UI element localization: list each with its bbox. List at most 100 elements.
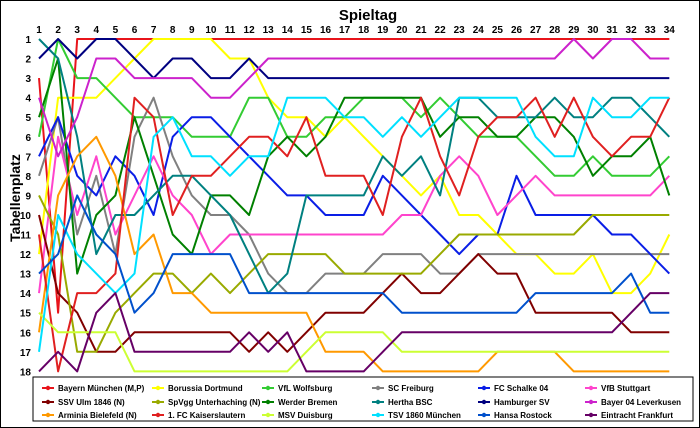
legend-label: Eintracht Frankfurt [601, 411, 673, 420]
y-tick-label: 13 [20, 270, 32, 281]
series-line [38, 38, 670, 80]
series-line [38, 38, 670, 158]
x-tick-label: 26 [511, 25, 523, 36]
x-tick-label: 31 [606, 25, 618, 36]
y-tick-label: 17 [20, 348, 32, 359]
x-tick-label: 11 [225, 25, 236, 36]
x-tick-label: 4 [94, 25, 100, 36]
x-tick-label: 34 [664, 25, 676, 36]
series-line [38, 135, 670, 373]
legend-marker [155, 385, 161, 391]
y-tick-label: 14 [20, 289, 32, 300]
legend-label: Borussia Dortmund [168, 384, 243, 393]
y-tick-label: 3 [25, 74, 31, 85]
legend-marker [481, 385, 487, 391]
x-tick-label: 14 [282, 25, 294, 36]
legend-label: SpVgg Unterhaching (N) [168, 398, 261, 407]
legend-marker [155, 412, 161, 418]
x-tick-label: 21 [415, 25, 427, 36]
legend-label: MSV Duisburg [278, 411, 333, 420]
legend-label: SSV Ulm 1846 (N) [58, 398, 125, 407]
y-tick-label: 16 [20, 328, 32, 339]
series-line [38, 292, 670, 373]
legend-label: 1. FC Kaiserslautern [168, 411, 245, 420]
series-line [38, 135, 671, 294]
y-axis-label: Tabellenplatz [7, 154, 23, 242]
legend-marker [265, 385, 271, 391]
legend-marker [588, 399, 594, 405]
y-tick-label: 6 [25, 133, 31, 144]
x-tick-label: 2 [55, 25, 61, 36]
y-tick-label: 2 [25, 55, 31, 66]
y-tick-label: 15 [20, 309, 32, 320]
legend-marker [265, 412, 271, 418]
x-tick-label: 9 [189, 25, 195, 36]
legend-marker [265, 399, 271, 405]
x-tick-label: 19 [377, 25, 389, 36]
y-tick-label: 1 [25, 35, 31, 46]
x-tick-label: 12 [244, 25, 256, 36]
x-tick-label: 23 [454, 25, 466, 36]
x-tick-label: 1 [36, 25, 42, 36]
y-tick-label: 18 [20, 367, 32, 378]
legend-label: Arminia Bielefeld (N) [58, 411, 137, 420]
series-line [38, 194, 670, 353]
legend-marker [375, 412, 381, 418]
x-tick-label: 5 [113, 25, 119, 36]
legend-marker [155, 399, 161, 405]
legend-marker [481, 399, 487, 405]
legend-marker [481, 412, 487, 418]
legend-label: SC Freiburg [388, 384, 434, 393]
series-line [38, 96, 671, 373]
legend-label: Hertha BSC [388, 398, 433, 407]
x-tick-label: 3 [74, 25, 80, 36]
x-tick-label: 22 [435, 25, 447, 36]
x-tick-label: 18 [358, 25, 370, 36]
legend-label: VfL Wolfsburg [278, 384, 332, 393]
x-tick-label: 33 [645, 25, 657, 36]
series-line [38, 96, 670, 352]
series-lines [38, 38, 671, 373]
y-tick-label: 12 [20, 250, 32, 261]
legend-marker [588, 385, 594, 391]
legend-label: Bayern München (M,P) [58, 384, 145, 393]
legend-marker [45, 385, 51, 391]
legend-label: Bayer 04 Leverkusen [601, 398, 681, 407]
x-tick-label: 7 [151, 25, 157, 36]
series-line [38, 38, 671, 295]
y-tick-label: 8 [25, 172, 31, 183]
x-tick-label: 28 [549, 25, 561, 36]
legend-marker [45, 412, 51, 418]
x-tick-label: 15 [301, 25, 313, 36]
y-tick-label: 11 [20, 231, 31, 242]
legend-marker [588, 412, 594, 418]
legend-label: Werder Bremen [278, 398, 338, 407]
legend-label: VfB Stuttgart [601, 384, 651, 393]
y-tick-label: 5 [25, 113, 31, 124]
legend-label: Hamburger SV [494, 398, 550, 407]
x-tick-label: 20 [396, 25, 408, 36]
x-tick-label: 25 [492, 25, 504, 36]
x-tick-label: 13 [263, 25, 275, 36]
legend-marker [375, 399, 381, 405]
chart-title: Spieltag [339, 7, 397, 24]
x-tick-label: 30 [587, 25, 599, 36]
series-line [38, 38, 670, 314]
y-tick-label: 7 [25, 152, 31, 163]
legend: Bayern München (M,P) Borussia Dortmund VfL… [32, 376, 694, 422]
x-tick-label: 27 [530, 25, 542, 36]
x-tick-label: 10 [205, 25, 217, 36]
legend-marker [375, 385, 381, 391]
legend-box [32, 376, 694, 422]
series-line [38, 116, 671, 275]
x-tick-label: 24 [473, 25, 485, 36]
x-tick-label: 17 [339, 25, 351, 36]
y-tick-label: 9 [25, 191, 31, 202]
x-tick-label: 32 [626, 25, 638, 36]
y-tick-label: 4 [25, 94, 31, 105]
x-tick-label: 8 [170, 25, 176, 36]
series-line [38, 194, 670, 314]
series-line [38, 57, 671, 275]
x-tick-label: 16 [320, 25, 332, 36]
